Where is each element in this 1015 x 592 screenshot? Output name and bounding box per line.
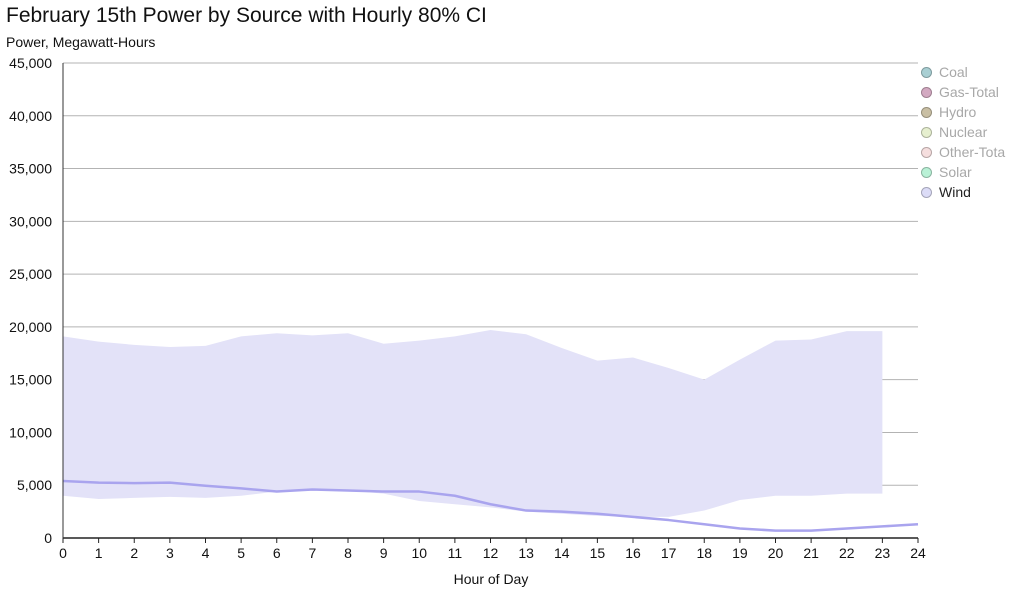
y-tick-label: 25,000: [9, 266, 52, 282]
y-tick-labels: 0 5,000 10,000 15,000 20,000 25,000 30,000 35,0…: [9, 55, 52, 546]
y-tick-label: 15,000: [9, 372, 52, 388]
x-tick-label: 18: [696, 545, 712, 561]
confidence-band-layer: [63, 330, 883, 517]
chart-subtitle: Power, Megawatt-Hours: [6, 34, 156, 50]
legend-item-coal[interactable]: Coal: [921, 62, 1005, 82]
x-tick-label: 11: [448, 545, 463, 561]
x-tick-label: 15: [590, 545, 606, 561]
y-tick-label: 10,000: [9, 424, 52, 440]
x-tick-label: 17: [661, 545, 677, 561]
y-tick-label: 20,000: [9, 319, 52, 335]
legend-item-wind[interactable]: Wind: [921, 182, 1005, 202]
x-tick-label: 20: [768, 545, 784, 561]
legend-item-solar[interactable]: Solar: [921, 162, 1005, 182]
legend-item-other-tota[interactable]: Other-Tota: [921, 142, 1005, 162]
y-tick-label: 5,000: [17, 477, 52, 493]
x-tick-label: 3: [166, 545, 174, 561]
x-tick-labels: 0 1 2 3 4 5 6 7 8 9 10 11 12 13 14 15 16 17 18 19 20 21 22 23 24: [59, 545, 926, 561]
series-line-layer: [62, 479, 919, 532]
legend-swatch-icon: [921, 166, 932, 178]
x-tick-label: 8: [344, 545, 352, 561]
x-tick-label: 10: [411, 545, 427, 561]
y-tick-label: 0: [44, 530, 52, 546]
x-tick-label: 4: [202, 545, 210, 561]
chart-legend: Coal Gas-Total Hydro Nuclear Other-Tota Solar…: [921, 62, 1005, 202]
x-tick-label: 1: [95, 545, 103, 561]
x-tick-label: 7: [308, 545, 316, 561]
legend-label: Nuclear: [939, 124, 988, 140]
x-tick-label: 22: [839, 545, 855, 561]
x-tick-label: 16: [625, 545, 641, 561]
legend-swatch-icon: [921, 146, 932, 158]
axes: [62, 63, 919, 543]
legend-label: Coal: [939, 64, 968, 80]
legend-label: Wind: [939, 184, 971, 200]
x-tick-label: 19: [732, 545, 748, 561]
x-tick-label: 12: [483, 545, 499, 561]
x-tick-label: 9: [380, 545, 388, 561]
x-tick-label: 21: [803, 545, 819, 561]
legend-item-gas-total[interactable]: Gas-Total: [921, 82, 1005, 102]
x-tick-label: 23: [875, 545, 891, 561]
legend-swatch-icon: [921, 86, 932, 98]
x-tick-label: 2: [130, 545, 138, 561]
legend-label: Other-Tota: [939, 144, 1006, 160]
x-tick-label: 5: [237, 545, 245, 561]
legend-swatch-icon: [921, 106, 932, 118]
legend-item-nuclear[interactable]: Nuclear: [921, 122, 1005, 142]
x-tick-label: 14: [554, 545, 570, 561]
chart-title: February 15th Power by Source with Hourl…: [6, 4, 487, 27]
y-tick-label: 30,000: [9, 213, 52, 229]
x-axis-label: Hour of Day: [454, 571, 529, 587]
legend-swatch-icon: [921, 186, 932, 198]
x-tick-label: 13: [518, 545, 534, 561]
confidence-band-wind: [63, 330, 883, 517]
x-tick-label: 0: [59, 545, 67, 561]
legend-item-hydro[interactable]: Hydro: [921, 102, 1005, 122]
y-tick-label: 35,000: [9, 161, 52, 177]
series-line-wind: [62, 479, 919, 532]
legend-label: Gas-Total: [939, 84, 999, 100]
y-tick-label: 45,000: [9, 55, 52, 71]
y-tick-label: 40,000: [9, 108, 52, 124]
legend-swatch-icon: [921, 126, 932, 138]
x-tick-label: 24: [910, 545, 926, 561]
legend-label: Hydro: [939, 104, 977, 120]
x-tick-label: 6: [273, 545, 281, 561]
legend-swatch-icon: [921, 66, 932, 78]
legend-label: Solar: [939, 164, 972, 180]
